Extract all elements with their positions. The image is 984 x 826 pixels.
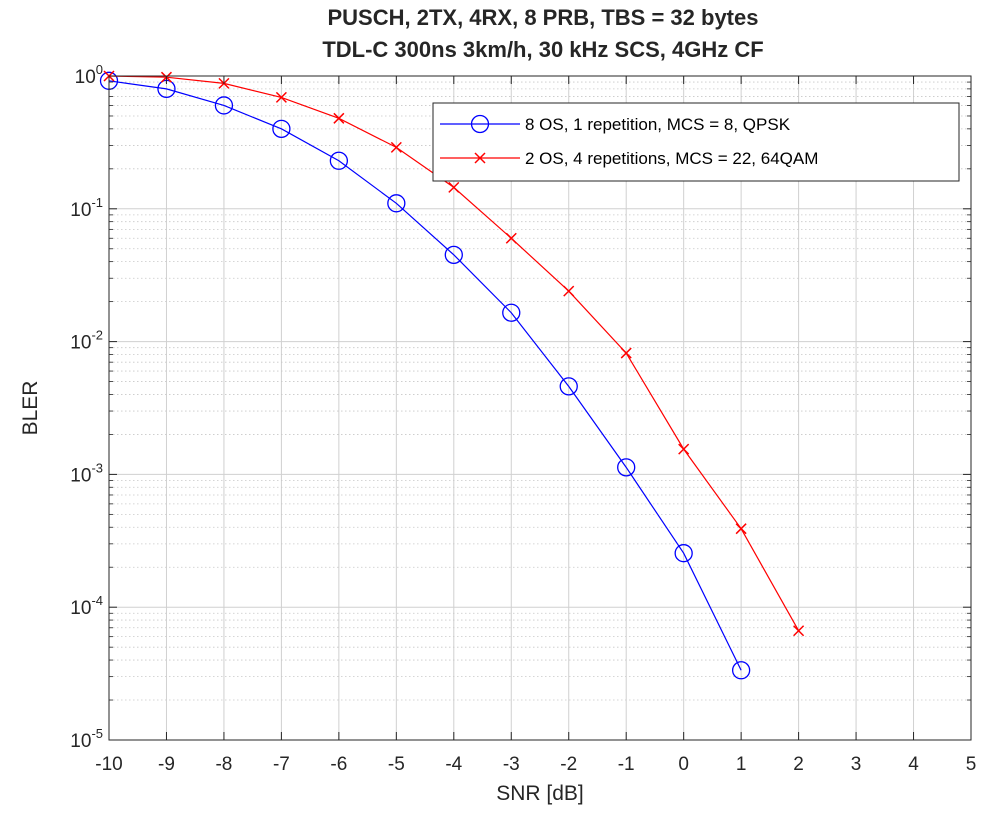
series-2-point — [448, 181, 460, 193]
series-2-point — [275, 91, 287, 103]
x-tick-label: 1 — [736, 754, 747, 775]
axes-box — [108, 75, 972, 741]
x-tick-label: -10 — [95, 754, 122, 775]
chart-title-line-1: PUSCH, 2TX, 4RX, 8 PRB, TBS = 32 bytes — [328, 5, 759, 30]
legend-marker — [474, 152, 486, 164]
series-2-point — [735, 523, 747, 535]
x-tick-label: 2 — [793, 754, 804, 775]
series-1-line — [108, 80, 742, 671]
x-tick-label: -3 — [503, 754, 520, 775]
x-tick-label: -1 — [618, 754, 635, 775]
legend-box — [432, 102, 960, 182]
series-1-point — [731, 661, 751, 680]
legend-entry-1: 8 OS, 1 repetition, MCS = 8, QPSK — [440, 114, 791, 134]
series-1 — [99, 71, 751, 680]
x-axis-label: SNR [dB] — [496, 782, 584, 805]
series-1-point — [387, 194, 406, 213]
x-tick-label: -8 — [215, 754, 232, 775]
x-tick-label: 5 — [966, 754, 977, 775]
x-tick-label: 0 — [678, 754, 689, 775]
series-1-point — [559, 377, 578, 396]
chart-title-line-2: TDL-C 300ns 3km/h, 30 kHz SCS, 4GHz CF — [322, 37, 763, 62]
x-tick-label: -5 — [388, 754, 405, 775]
series-2-point — [390, 141, 402, 153]
x-tick-labels: -10 -9 -8 -7 -6 -5 -4 -3 -2 -1 0 1 2 3 4 5 — [95, 754, 976, 775]
y-tick-label: 10-2 — [70, 328, 103, 354]
series-1-point — [674, 544, 693, 563]
x-tick-label: -6 — [330, 754, 347, 775]
series-2-point — [678, 443, 690, 455]
y-axis-label: BLER — [19, 381, 42, 436]
plot-area — [109, 76, 971, 740]
legend-marker — [470, 114, 490, 134]
series-2-point — [563, 285, 575, 297]
x-tick-label: -4 — [445, 754, 462, 775]
series-2-point — [333, 112, 345, 124]
ticks — [108, 75, 972, 741]
x-tick-label: -9 — [158, 754, 175, 775]
series-1-point — [214, 96, 234, 115]
y-tick-label: 10-4 — [70, 593, 103, 619]
x-tick-label: -7 — [273, 754, 290, 775]
series-1-point — [617, 458, 636, 477]
legend: 8 OS, 1 repetition, MCS = 8, QPSK 2 OS, 4… — [432, 102, 960, 182]
x-tick-label: 4 — [908, 754, 919, 775]
series-1-point — [444, 245, 463, 265]
series-1-point — [329, 151, 349, 170]
legend-entry-2: 2 OS, 4 repetitions, MCS = 22, 64QAM — [440, 149, 818, 168]
y-tick-labels: 10-5 10-4 10-3 10-2 10-1 100 — [70, 62, 103, 752]
y-tick-label: 10-1 — [70, 195, 103, 221]
y-tick-label: 10-3 — [70, 460, 103, 486]
series-2-point — [620, 347, 632, 359]
y-tick-label: 10-5 — [70, 726, 103, 752]
series-2-point — [505, 232, 517, 244]
series-1-point — [272, 119, 291, 138]
series-2-point — [793, 625, 805, 637]
legend-label: 8 OS, 1 repetition, MCS = 8, QPSK — [525, 115, 791, 134]
series-1-point — [502, 303, 521, 322]
legend-label: 2 OS, 4 repetitions, MCS = 22, 64QAM — [525, 149, 818, 168]
y-tick-label: 100 — [75, 62, 103, 88]
x-tick-label: 3 — [851, 754, 862, 775]
x-tick-label: -2 — [560, 754, 577, 775]
